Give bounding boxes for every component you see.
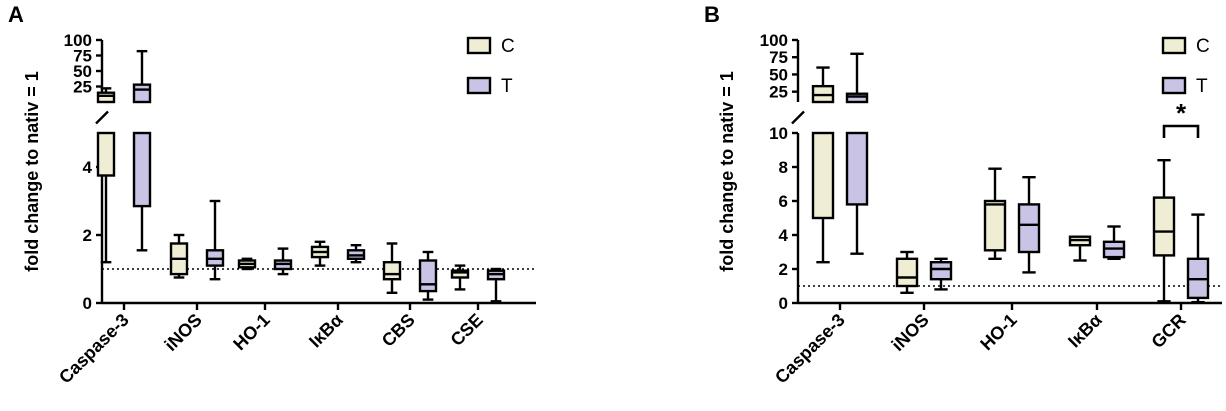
box-C-CBS — [382, 242, 402, 294]
x-tick-label: CBS — [378, 310, 419, 351]
x-tick-label: IκBα — [305, 310, 347, 352]
y-tick-label: 0 — [779, 294, 788, 313]
box — [1152, 196, 1176, 257]
box-C-HO-1 — [237, 257, 257, 271]
x-tick-label: IκBα — [1064, 310, 1106, 352]
box-T-iNOS — [929, 257, 953, 291]
box — [450, 269, 470, 279]
legend-swatch-T — [466, 76, 492, 95]
y-tick-label: 100 — [64, 31, 92, 50]
significance-bracket — [1162, 124, 1200, 138]
box-T-iNOS — [205, 199, 225, 281]
y-tick-label: 2 — [83, 226, 92, 245]
y-axis-label: fold change to nativ = 1 — [22, 71, 42, 272]
y-tick-label: 2 — [779, 260, 788, 279]
y-axis-label: fold change to nativ = 1 — [717, 71, 737, 272]
box-C-HO-1 — [983, 167, 1007, 260]
box-C-Caspase-3 — [811, 66, 835, 264]
legend-swatch-C — [466, 36, 492, 55]
box — [382, 261, 402, 281]
axis-break-mark — [95, 110, 109, 125]
panel-letter-b: B — [704, 2, 720, 27]
legend-swatch-C — [1161, 36, 1187, 55]
box-lower-part — [96, 131, 116, 177]
y-tick-label: 75 — [73, 47, 92, 66]
x-tick-label: iNOS — [161, 310, 206, 355]
box-lower-part — [811, 131, 835, 220]
y-tick-label: 50 — [73, 62, 92, 81]
legend-swatch-T — [1161, 76, 1187, 95]
box-upper-part — [132, 83, 152, 104]
y-tick-label: 8 — [779, 158, 788, 177]
legend-label-C: C — [501, 36, 515, 57]
box-upper-part — [845, 92, 869, 104]
box-T-Caspase-3 — [845, 52, 869, 255]
box-C-GCR — [1152, 158, 1176, 303]
box-T-GCR — [1186, 213, 1210, 304]
x-tick-label: Caspase-3 — [771, 310, 849, 388]
y-tick-label: 4 — [83, 158, 93, 177]
box-C-iNOS — [895, 250, 919, 294]
box — [895, 257, 919, 288]
legend-label-C: C — [1196, 36, 1210, 57]
box-lower-part — [132, 131, 152, 208]
y-tick-label: 6 — [779, 192, 788, 211]
x-tick-label: HO-1 — [229, 310, 274, 355]
box-C-iNOS — [169, 233, 189, 279]
legend-label-T: T — [501, 76, 513, 97]
panel-letter-a: A — [8, 2, 24, 27]
box-T-HO-1 — [273, 247, 293, 276]
x-tick-label: iNOS — [888, 310, 933, 355]
y-tick-label: 10 — [769, 124, 788, 143]
significance-marker: * — [1176, 98, 1187, 128]
axis-break-mark — [791, 110, 805, 125]
box-C-IκBα — [310, 240, 330, 267]
y-tick-label: 100 — [760, 31, 788, 50]
box-T-IκBα — [346, 243, 366, 264]
x-tick-label: GCR — [1147, 310, 1189, 352]
box-T-HO-1 — [1017, 175, 1041, 274]
x-tick-label: CSE — [447, 310, 487, 350]
x-tick-label: Caspase-3 — [55, 310, 133, 388]
box-upper-part — [96, 91, 116, 104]
box-T-IκBα — [1102, 225, 1126, 260]
box — [418, 259, 438, 293]
y-tick-label: 25 — [73, 78, 92, 97]
box — [1017, 203, 1041, 254]
box-C-Caspase-3 — [96, 87, 116, 264]
box — [983, 199, 1007, 252]
box — [929, 261, 953, 281]
legend-label-T: T — [1196, 76, 1208, 97]
x-tick-label: HO-1 — [976, 310, 1021, 355]
y-tick-label: 0 — [83, 294, 92, 313]
box-lower-part — [845, 131, 869, 206]
box-T-CSE — [486, 267, 506, 303]
y-tick-label: 50 — [769, 65, 788, 84]
y-tick-label: 75 — [769, 48, 788, 67]
box-C-CSE — [450, 264, 470, 291]
y-tick-label: 25 — [769, 83, 788, 102]
box-T-Caspase-3 — [132, 49, 152, 252]
y-tick-label: 4 — [779, 226, 789, 245]
box-C-IκBα — [1068, 235, 1092, 262]
box-T-CBS — [418, 250, 438, 301]
